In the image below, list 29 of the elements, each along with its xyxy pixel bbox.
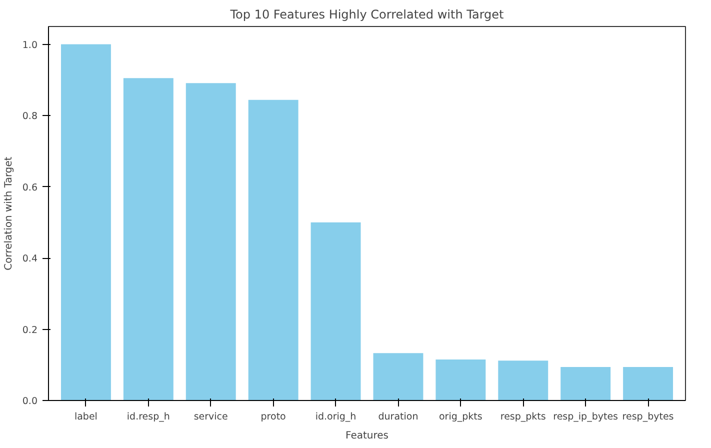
bar [560,367,611,400]
bar [310,222,361,400]
y-tick-label: 0.4 [22,254,38,265]
bar [248,100,298,400]
y-axis-title: Correlation with Target [3,156,14,270]
x-tick-label: resp_ip_bytes [553,412,618,422]
bar [60,44,111,400]
bar [436,360,486,400]
x-tick-label: resp_bytes [622,412,674,422]
x-tick-label: proto [260,412,286,422]
y-tick-label: 0.6 [22,182,38,194]
x-tick-label: id.orig_h [315,412,356,422]
y-tick-label: 0.2 [22,324,38,336]
y-tick-label: 0.8 [22,111,38,122]
bar [498,360,548,400]
x-tick-label: orig_pkts [439,412,482,422]
bar [123,78,174,400]
x-tick-label: id.resp_h [126,412,170,422]
x-tick-label: duration [378,412,418,422]
x-tick-label: resp_pkts [500,412,546,422]
bar [623,367,674,400]
x-tick-label: label [74,412,98,422]
x-axis-title: Features [346,430,388,442]
x-tick-label: service [194,412,228,422]
y-tick-label: 1.0 [22,40,38,51]
bar [186,83,236,400]
bar [373,353,424,400]
y-tick-label: 0.0 [22,396,38,407]
chart-title: Top 10 Features Highly Correlated with Target [229,8,504,22]
